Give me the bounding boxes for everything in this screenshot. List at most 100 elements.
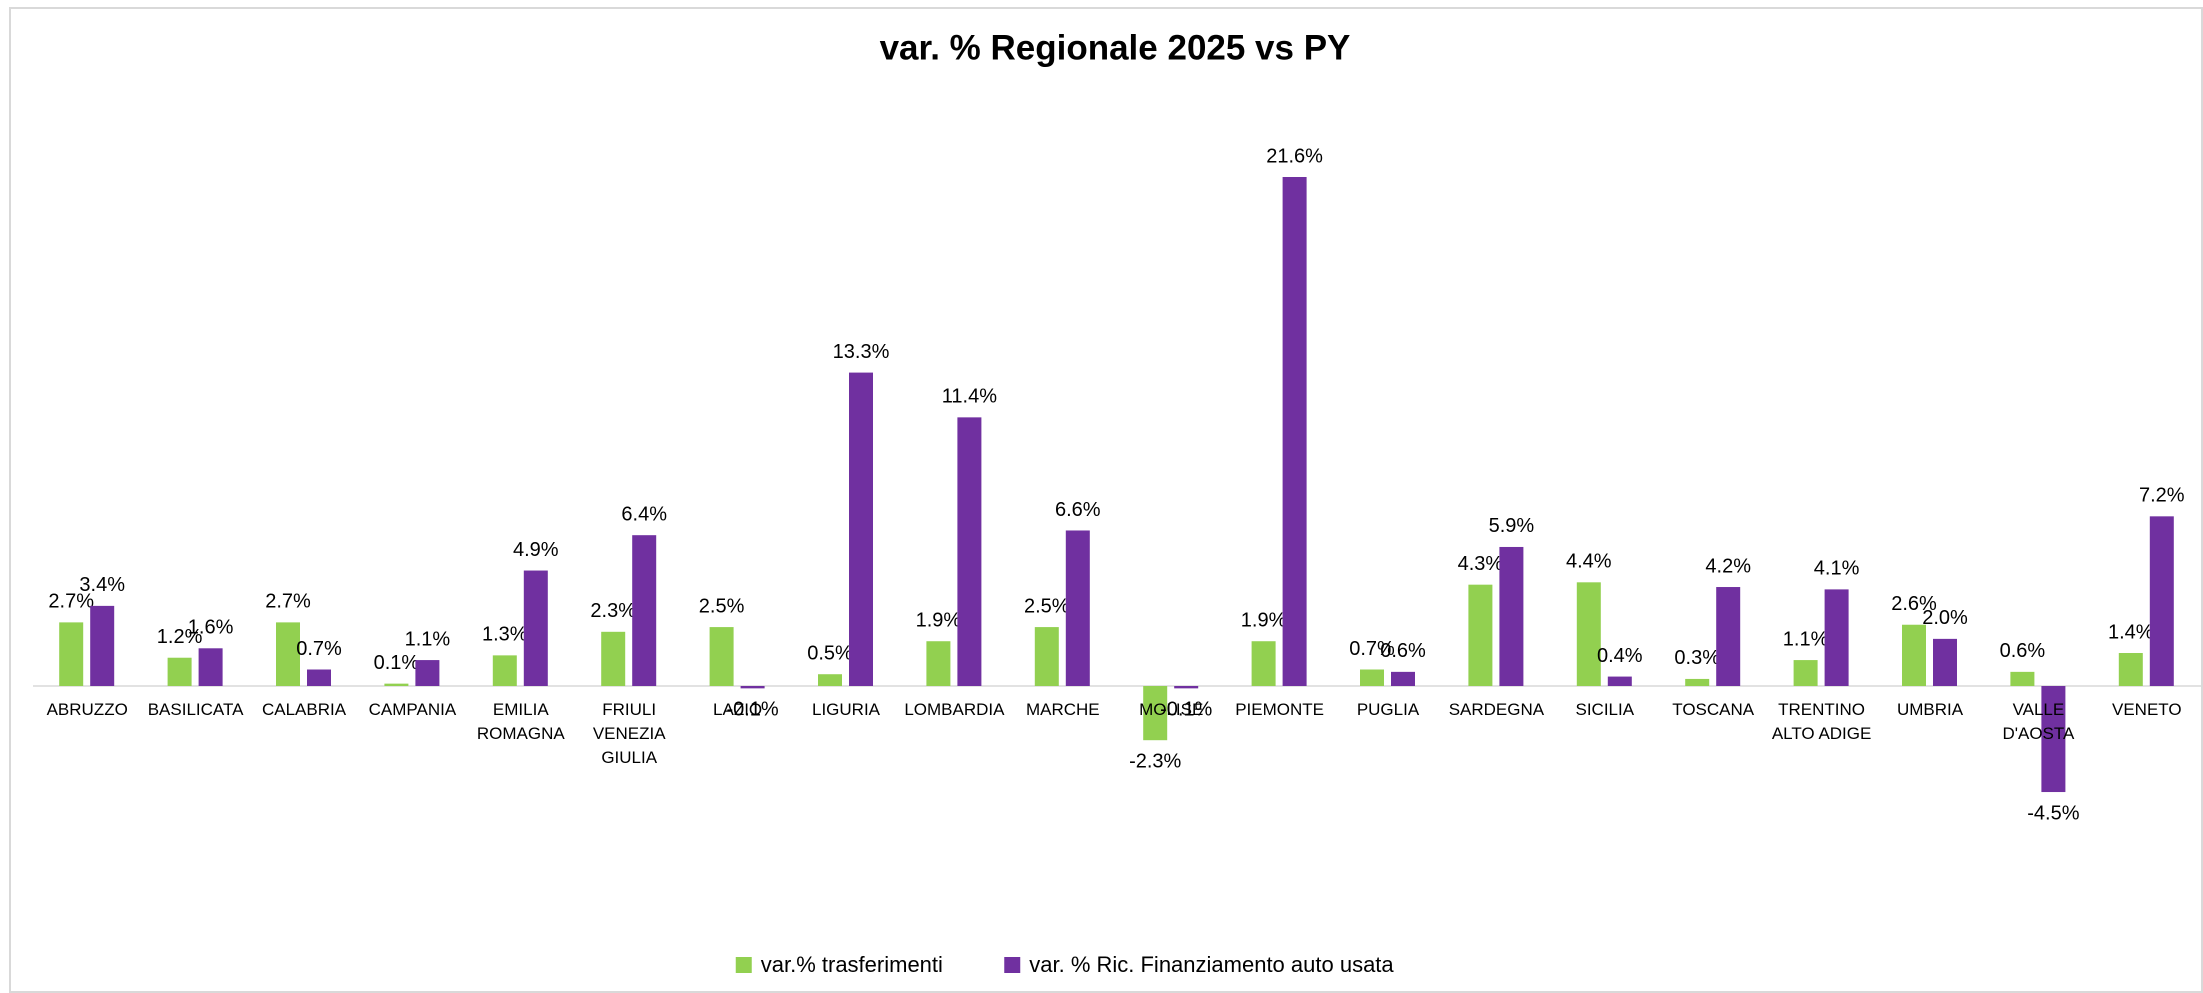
bar — [849, 372, 873, 686]
bar — [415, 660, 440, 686]
bar — [632, 535, 657, 686]
bar — [1685, 678, 1710, 686]
x-tick-label: MARCHE — [1026, 700, 1100, 719]
bar — [90, 605, 115, 686]
bar — [818, 674, 842, 686]
bar — [59, 622, 84, 686]
data-label: 1.6% — [188, 617, 234, 639]
bar — [276, 622, 300, 686]
bar — [1499, 546, 1524, 686]
bar — [1360, 669, 1384, 686]
data-label: -2.3% — [1129, 750, 1181, 772]
data-label: 2.3% — [590, 600, 636, 622]
x-tick-label: LIGURIA — [812, 700, 881, 719]
legend-label: var. % Ric. Finanziamento auto usata — [1029, 952, 1394, 977]
data-label: 1.9% — [916, 610, 962, 632]
data-label: 4.1% — [1814, 558, 1860, 580]
bar — [601, 631, 626, 686]
data-label: 2.5% — [699, 595, 745, 617]
bar — [2010, 671, 2035, 686]
x-tick-label: LAZIO — [713, 700, 762, 719]
data-label: 6.6% — [1055, 499, 1101, 521]
bar — [1174, 686, 1199, 689]
bar — [957, 417, 982, 686]
data-label: 0.4% — [1597, 645, 1643, 667]
data-label: 11.4% — [942, 386, 997, 408]
bar — [1607, 676, 1632, 686]
x-tick-label: PUGLIA — [1357, 700, 1420, 719]
x-tick-label: SARDEGNA — [1449, 700, 1545, 719]
bar — [1716, 587, 1741, 686]
bar — [1282, 177, 1307, 686]
data-label: -0.1% — [1160, 699, 1212, 721]
legend-label: var.% trasferimenti — [761, 952, 943, 977]
x-tick-label: UMBRIA — [1897, 700, 1964, 719]
bar — [1576, 582, 1601, 686]
data-label: 1.9% — [1241, 610, 1287, 632]
data-label: 0.5% — [807, 642, 853, 664]
x-tick-label: VENETO — [2112, 700, 2182, 719]
bar — [1391, 671, 1415, 686]
data-label: 0.3% — [1674, 647, 1720, 669]
data-label: 1.4% — [2108, 621, 2154, 643]
bar — [492, 655, 517, 686]
bar — [2149, 516, 2174, 686]
data-label: 21.6% — [1266, 145, 1323, 167]
data-label: 1.1% — [1783, 628, 1829, 650]
x-tick-label: SICILIA — [1576, 700, 1635, 719]
data-label: 2.6% — [1891, 593, 1937, 615]
x-tick-label: MOLISE — [1139, 700, 1203, 719]
data-label: 4.3% — [1458, 553, 1504, 575]
bar — [1933, 638, 1957, 686]
x-tick-label: TRENTINO ALTO ADIGE — [1772, 700, 1872, 743]
x-tick-label: EMILIA ROMAGNA — [477, 700, 566, 743]
data-label: 4.9% — [513, 539, 559, 561]
data-label: 13.3% — [833, 341, 890, 363]
legend-swatch — [735, 957, 752, 973]
data-label: -4.5% — [2027, 802, 2079, 824]
bar — [384, 683, 409, 686]
x-tick-label: FRIULI VENEZIA GIULIA — [593, 700, 666, 767]
x-tick-label: PIEMONTE — [1235, 700, 1324, 719]
data-label: 2.5% — [1024, 595, 1070, 617]
bar — [1034, 627, 1059, 686]
data-label: 3.4% — [79, 574, 125, 596]
bar — [198, 648, 223, 686]
x-tick-label: CAMPANIA — [369, 700, 457, 719]
data-label: 7.2% — [2139, 485, 2185, 507]
bar — [1793, 660, 1818, 686]
data-label: 1.2% — [157, 626, 203, 648]
data-label: 4.2% — [1705, 555, 1751, 577]
x-tick-label: ABRUZZO — [47, 700, 128, 719]
data-label: 0.7% — [296, 638, 342, 660]
bar — [740, 686, 765, 689]
bar — [1143, 686, 1168, 741]
bar — [1468, 584, 1493, 686]
data-label: 2.7% — [48, 591, 94, 613]
data-label: 2.0% — [1922, 607, 1968, 629]
data-label: 4.4% — [1566, 551, 1612, 573]
bar — [709, 627, 734, 686]
bar — [523, 570, 548, 686]
data-label: 1.3% — [482, 624, 528, 646]
data-label: 0.1% — [374, 652, 420, 674]
bar — [1824, 589, 1849, 686]
bar — [307, 669, 331, 686]
bar — [2118, 653, 2143, 686]
data-label: 6.4% — [621, 503, 667, 525]
data-label: 5.9% — [1489, 515, 1535, 537]
x-tick-label: VALLE D'AOSTA — [2002, 700, 2075, 743]
bar — [926, 641, 951, 686]
bar — [2041, 686, 2066, 793]
bar — [1251, 641, 1276, 686]
data-label: 1.1% — [405, 628, 451, 650]
data-label: 0.7% — [1349, 638, 1395, 660]
x-tick-label: TOSCANA — [1672, 700, 1755, 719]
x-tick-label: LOMBARDIA — [904, 700, 1005, 719]
data-label: 0.6% — [1380, 640, 1426, 662]
x-tick-label: BASILICATA — [148, 700, 244, 719]
data-label: 0.6% — [2000, 640, 2046, 662]
legend-swatch — [1004, 957, 1021, 973]
bar — [1065, 530, 1090, 686]
data-label: -0.1% — [726, 699, 778, 721]
